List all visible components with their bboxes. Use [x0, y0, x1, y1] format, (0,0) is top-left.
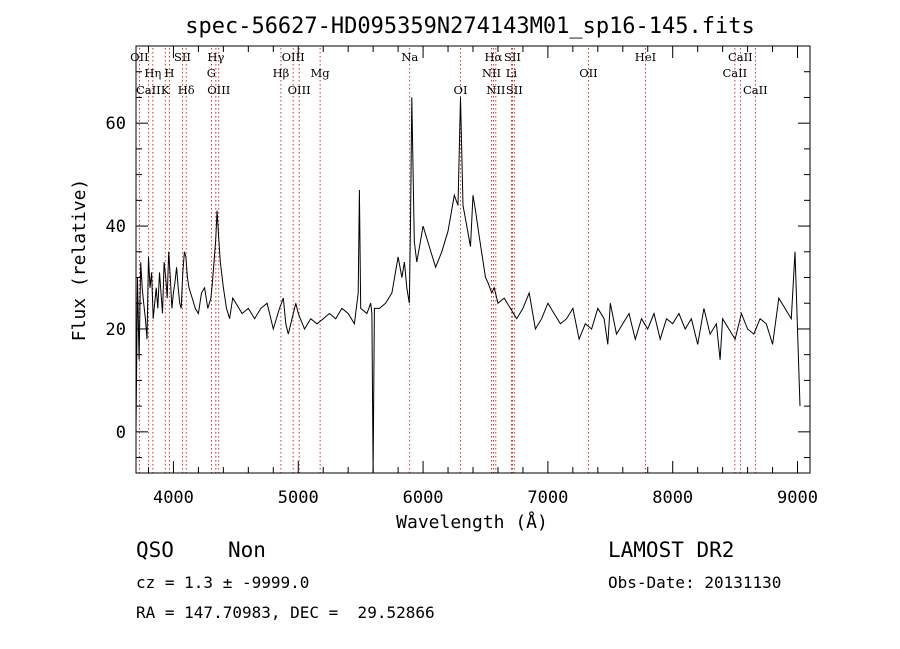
chart-title: spec-56627-HD095359N274143M01_sp16-145.f…	[185, 14, 755, 39]
y-tick-label-2: 40	[106, 217, 126, 237]
spectral-line-label-7: Hγ	[207, 50, 224, 64]
spectral-line-label-5: SII	[174, 50, 191, 64]
spectral-line-label-2: CaII	[136, 83, 161, 97]
spectral-line-label-6: Hδ	[178, 83, 195, 97]
spectral-line-label-15: OI	[454, 83, 468, 97]
coordinates: RA = 147.70983, DEC = 29.52866	[136, 603, 435, 622]
spectral-line-label-8: G	[207, 66, 216, 80]
y-tick-label-1: 20	[106, 320, 126, 340]
spectral-line-label-14: Na	[401, 50, 418, 64]
spectral-line-label-18: NII	[486, 83, 505, 97]
spectral-line-label-9: OIII	[207, 83, 230, 97]
spectral-line-label-24: CaII	[728, 50, 753, 64]
object-class: QSO	[136, 538, 174, 562]
spectral-line-label-1: Hη	[144, 66, 161, 80]
x-tick-label-0: 4000	[153, 488, 194, 508]
spectral-line-label-11: Hβ	[273, 66, 290, 80]
spectral-line-label-26: CaII	[743, 83, 768, 97]
axis-ticks: 4000 5000 6000 7000 8000 9000 0 20 40 60	[106, 45, 818, 508]
spectral-line-labels: OIIHηCaIIHKSIIHδHγGOIIIOIIIHβOIIIMgNaOIH…	[130, 50, 768, 97]
spectral-line-label-22: OII	[579, 66, 598, 80]
y-axis-label: Flux (relative)	[69, 179, 90, 342]
x-tick-label-2: 6000	[403, 488, 444, 508]
spectral-line-label-21: SII	[506, 83, 523, 97]
spectral-line-label-10: OIII	[282, 50, 305, 64]
spectral-line-label-4: K	[161, 83, 170, 97]
spectral-line-label-12: OIII	[288, 83, 311, 97]
spectral-line-label-19: SII	[504, 50, 521, 64]
object-subclass: Non	[228, 538, 266, 562]
survey-name: LAMOST DR2	[608, 538, 735, 562]
observation-date: Obs-Date: 20131130	[608, 573, 782, 592]
x-axis-label: Wavelength (Å)	[396, 511, 548, 533]
spectral-line-label-23: HeI	[635, 50, 656, 64]
spectral-line-label-25: CaII	[722, 66, 747, 80]
spectral-line-markers	[138, 48, 756, 473]
spectrum-series	[136, 97, 801, 473]
spectral-line-label-13: Mg	[311, 66, 331, 80]
redshift-cz: cz = 1.3 ± -9999.0	[136, 573, 310, 592]
spectral-line-label-16: Hα	[484, 50, 502, 64]
x-tick-label-5: 9000	[777, 488, 818, 508]
y-tick-label-0: 0	[116, 423, 126, 443]
spectral-line-label-17: NII	[482, 66, 501, 80]
x-tick-label-4: 8000	[652, 488, 693, 508]
x-tick-label-1: 5000	[278, 488, 319, 508]
x-tick-label-3: 7000	[527, 488, 568, 508]
spectrum-line	[136, 97, 801, 473]
spectral-line-label-20: Li	[506, 66, 518, 80]
plot-frame	[135, 45, 811, 474]
spectral-line-label-3: H	[164, 66, 174, 80]
spectral-line-label-0: OII	[130, 50, 149, 64]
y-tick-label-3: 60	[106, 114, 126, 134]
